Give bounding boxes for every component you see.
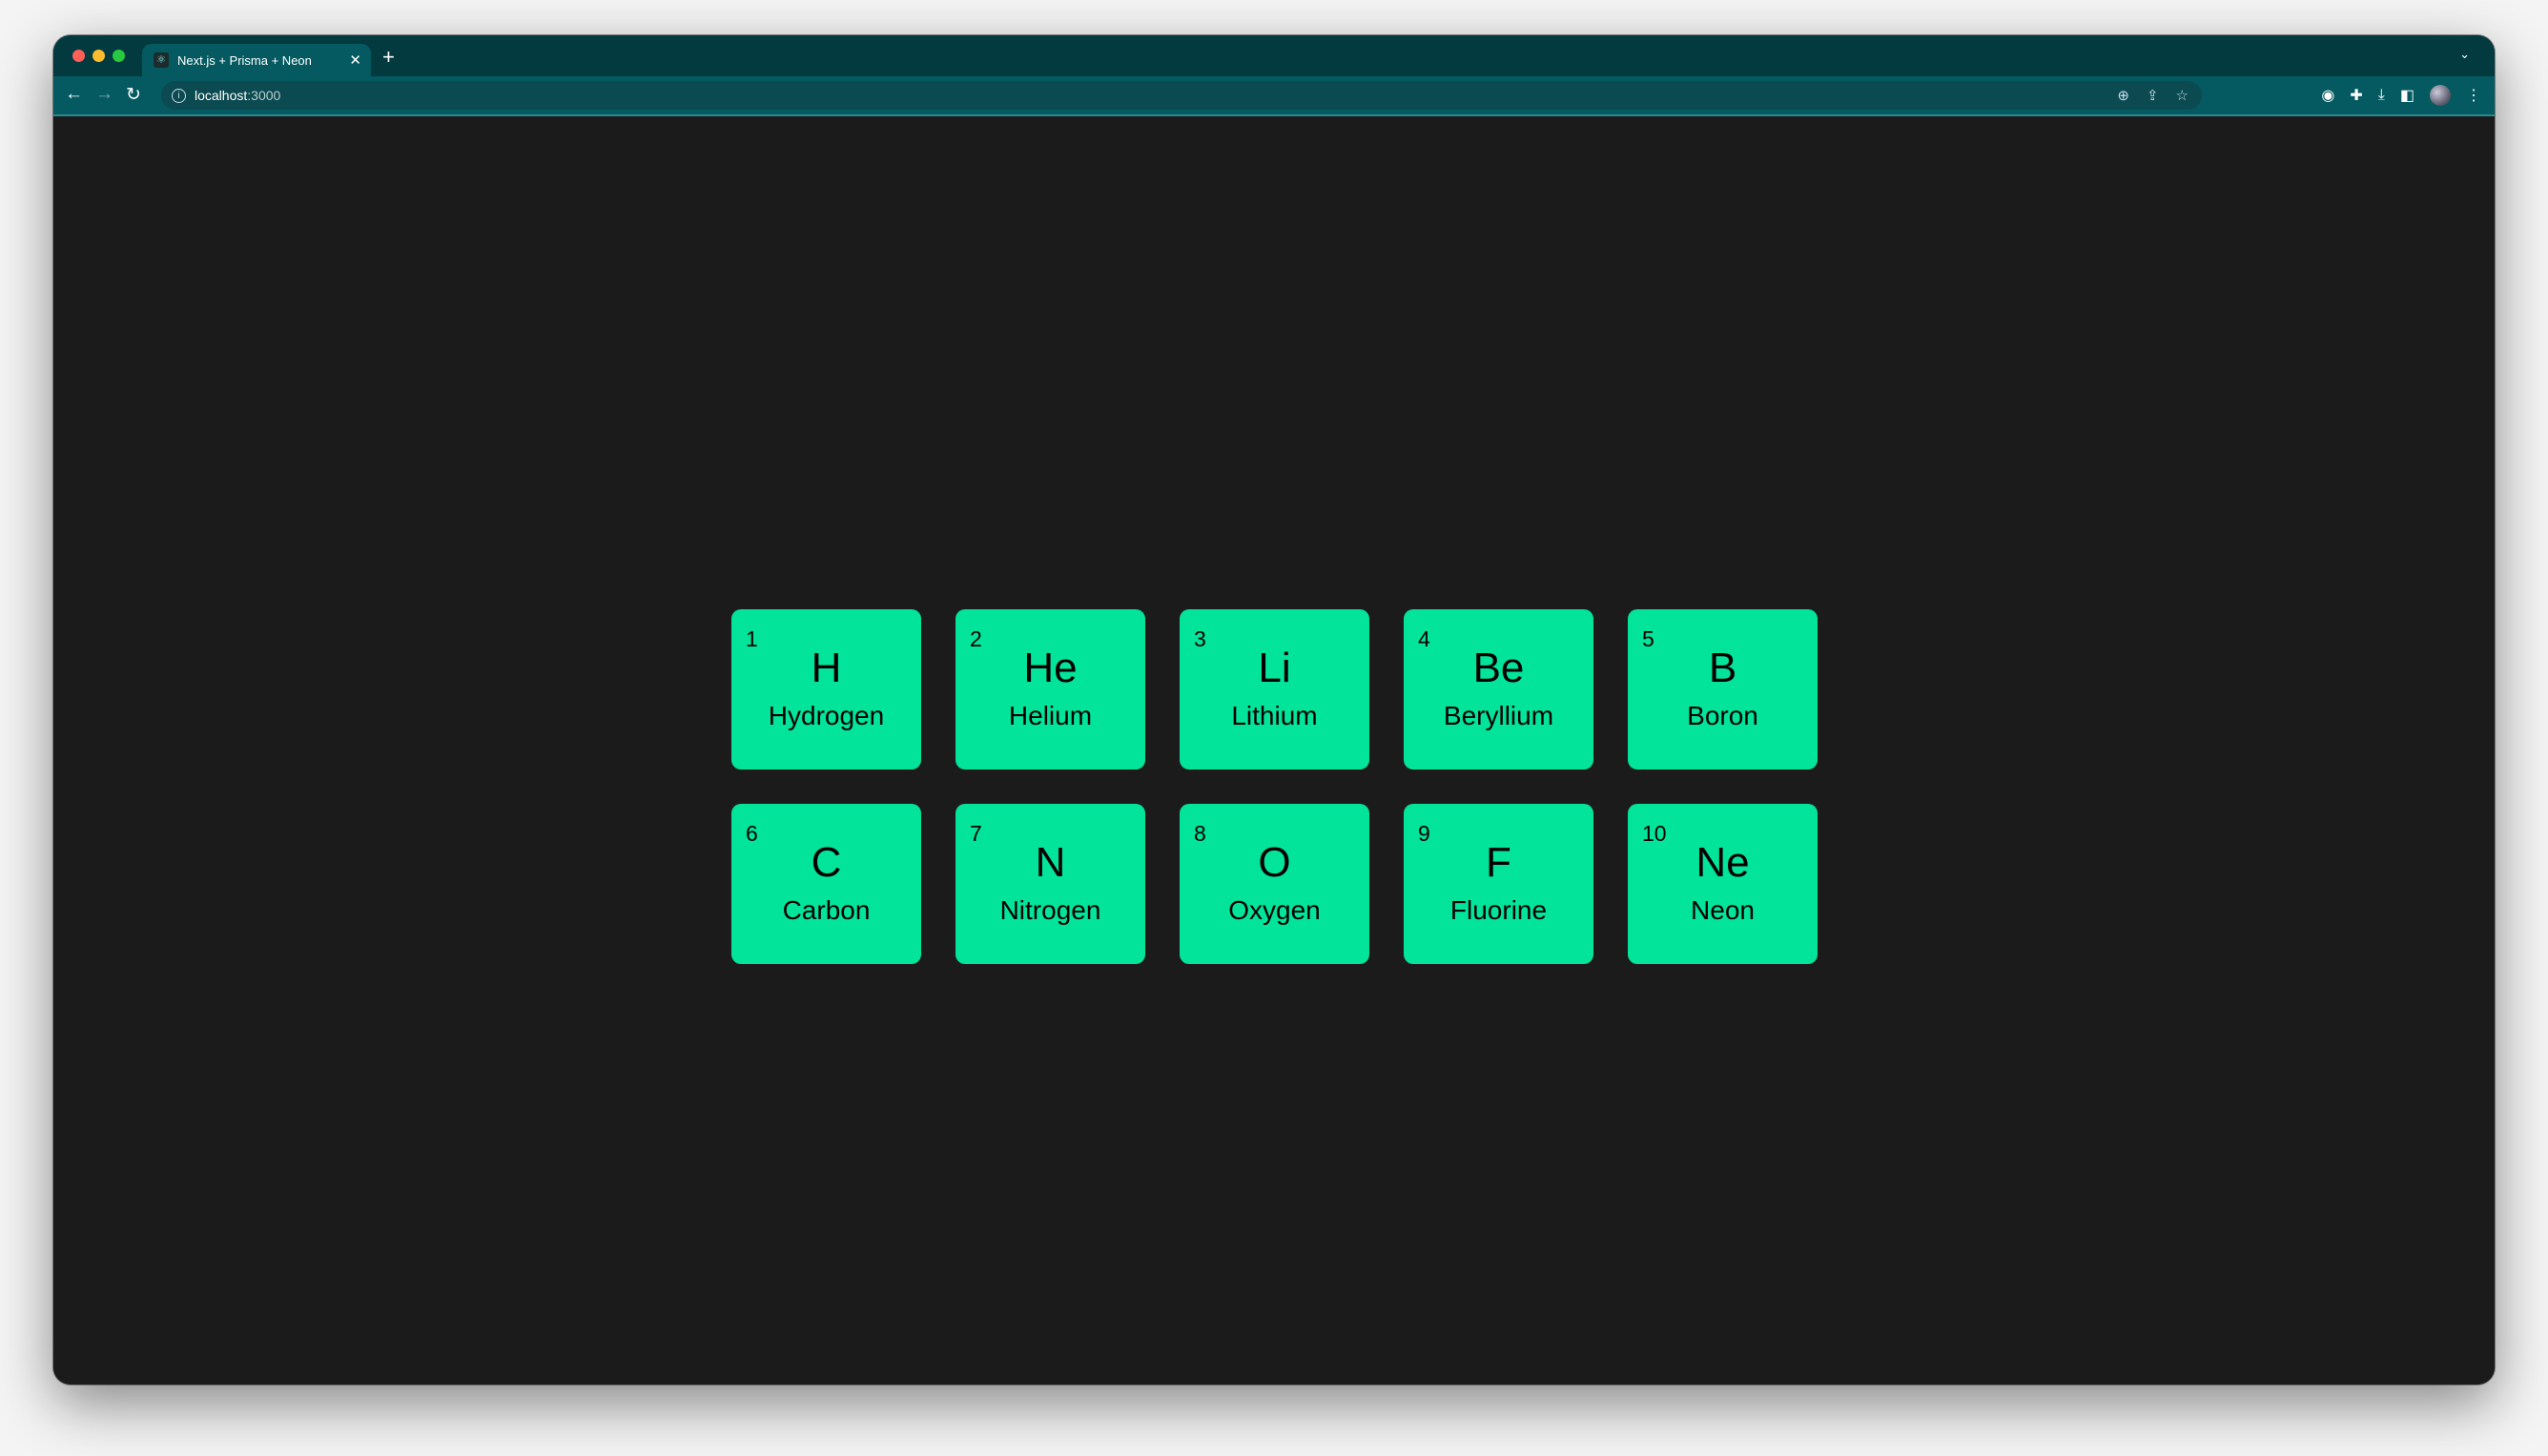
element-symbol: C <box>811 839 842 886</box>
menu-kebab-icon[interactable]: ⋮ <box>2466 88 2481 104</box>
atomic-number: 3 <box>1194 626 1206 651</box>
reload-icon[interactable]: ↻ <box>126 85 141 105</box>
element-symbol: Be <box>1472 645 1525 691</box>
bookmark-star-icon[interactable]: ☆ <box>2175 88 2188 104</box>
element-name: Hydrogen <box>768 701 885 730</box>
atomic-number: 2 <box>970 626 982 651</box>
element-name: Lithium <box>1231 701 1318 730</box>
element-symbol: N <box>1035 839 1066 886</box>
element-name: Beryllium <box>1443 701 1554 730</box>
share-icon[interactable]: ⇪ <box>2146 88 2159 104</box>
close-window-button[interactable] <box>72 50 85 62</box>
browser-window: ⚛ Next.js + Prisma + Neon ✕ + ⌄ ← → ↻ i … <box>53 35 2495 1384</box>
atomic-number: 6 <box>746 821 758 846</box>
download-icon[interactable]: ⤓ <box>2377 87 2385 103</box>
toolbar: ← → ↻ i localhost:3000 ⊕ ⇪ ☆ ◉ ✚ ⤓ ◧ ⋮ <box>53 76 2495 116</box>
atomic-number: 5 <box>1642 626 1654 651</box>
minimize-window-button[interactable] <box>92 50 105 62</box>
element-card-helium: 2 He Helium <box>956 609 1145 769</box>
element-name: Helium <box>1008 701 1093 730</box>
element-card-fluorine: 9 F Fluorine <box>1404 804 1593 964</box>
address-bar[interactable]: i localhost:3000 ⊕ ⇪ ☆ <box>161 81 2202 110</box>
back-icon[interactable]: ← <box>65 84 83 104</box>
element-name: Carbon <box>782 895 871 925</box>
side-panel-icon[interactable]: ◧ <box>2399 88 2414 104</box>
atomic-number: 10 <box>1642 821 1667 846</box>
tab-title: Next.js + Prisma + Neon <box>177 52 312 68</box>
element-symbol: Ne <box>1695 839 1750 886</box>
element-symbol: Li <box>1258 645 1291 691</box>
page-content: 1 H Hydrogen 2 He Helium 3 Li Lithium 4 Be Berylliu… <box>53 116 2495 1384</box>
atomic-number: 1 <box>746 626 758 651</box>
element-card-beryllium: 4 Be Beryllium <box>1404 609 1593 769</box>
extensions-puzzle-icon[interactable]: ✚ <box>2350 88 2363 104</box>
tab-bar: ⚛ Next.js + Prisma + Neon ✕ + ⌄ <box>53 35 2495 76</box>
forward-icon[interactable]: → <box>95 84 113 104</box>
window-controls <box>72 50 125 62</box>
element-card-hydrogen: 1 H Hydrogen <box>731 609 921 769</box>
profile-avatar[interactable] <box>2430 85 2451 106</box>
maximize-window-button[interactable] <box>113 50 125 62</box>
element-card-boron: 5 B Boron <box>1628 609 1818 769</box>
element-name: Neon <box>1691 895 1755 925</box>
tab-search-chevron-icon[interactable]: ⌄ <box>2459 47 2470 61</box>
atomic-number: 4 <box>1418 626 1430 651</box>
element-symbol: H <box>811 645 842 691</box>
element-symbol: He <box>1023 645 1078 691</box>
tab-close-icon[interactable]: ✕ <box>349 52 361 69</box>
atomic-number: 9 <box>1418 821 1430 846</box>
element-card-nitrogen: 7 N Nitrogen <box>956 804 1145 964</box>
element-symbol: B <box>1708 645 1737 691</box>
site-info-icon[interactable]: i <box>172 88 186 103</box>
element-name: Oxygen <box>1228 895 1321 925</box>
browser-tab[interactable]: ⚛ Next.js + Prisma + Neon ✕ <box>142 44 371 76</box>
zoom-icon[interactable]: ⊕ <box>2117 88 2129 104</box>
element-card-neon: 10 Ne Neon <box>1628 804 1818 964</box>
url-host: localhost <box>195 88 248 103</box>
element-symbol: F <box>1486 839 1511 886</box>
atomic-number: 8 <box>1194 821 1206 846</box>
react-favicon-icon: ⚛ <box>154 52 169 68</box>
element-card-lithium: 3 Li Lithium <box>1180 609 1369 769</box>
atomic-number: 7 <box>970 821 982 846</box>
url-port: :3000 <box>247 88 281 103</box>
element-name: Fluorine <box>1449 895 1548 925</box>
element-card-oxygen: 8 O Oxygen <box>1180 804 1369 964</box>
elements-grid: 1 H Hydrogen 2 He Helium 3 Li Lithium 4 Be Berylliu… <box>731 609 1818 964</box>
element-name: Boron <box>1687 701 1758 730</box>
password-extension-icon[interactable]: ◉ <box>2321 88 2335 104</box>
new-tab-icon[interactable]: + <box>382 45 395 69</box>
element-name: Nitrogen <box>999 895 1101 925</box>
element-symbol: O <box>1258 839 1291 886</box>
element-card-carbon: 6 C Carbon <box>731 804 921 964</box>
